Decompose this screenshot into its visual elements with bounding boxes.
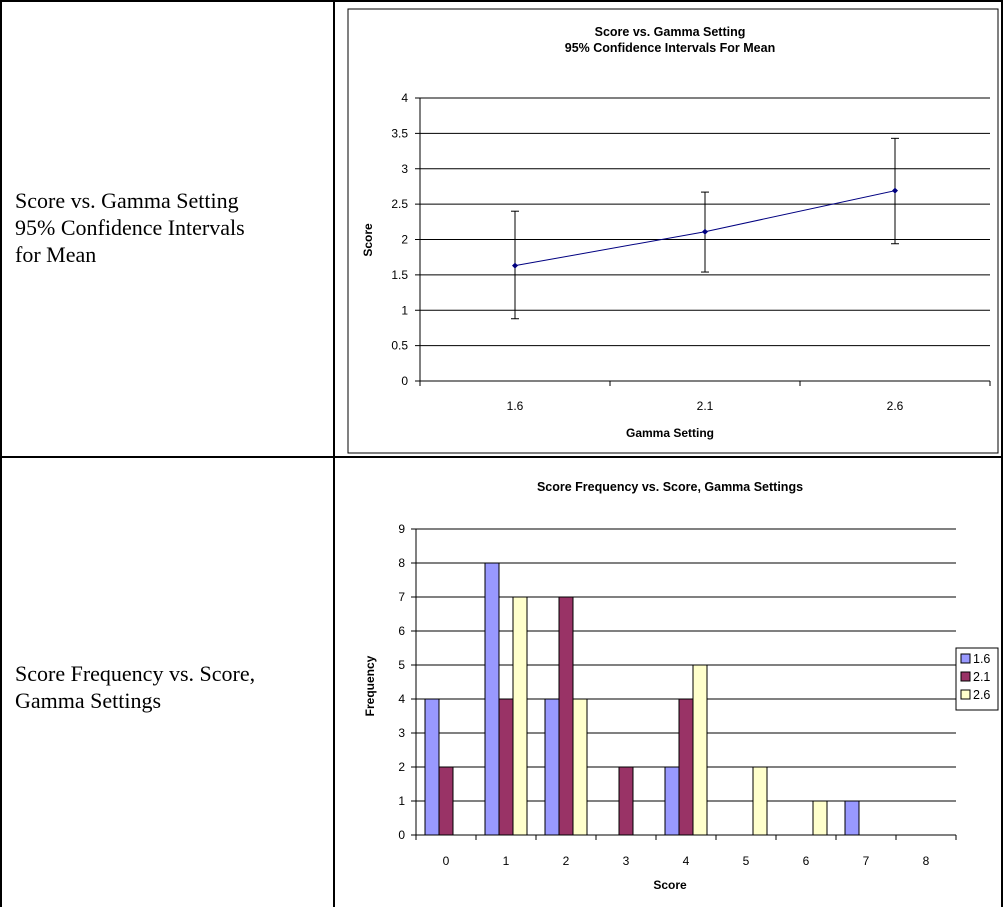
chart2-bar <box>664 766 680 836</box>
chart2-xtick-label: 2 <box>563 854 570 868</box>
chart2-legend: 1.6 2.1 2.6 <box>955 647 999 711</box>
chart1-ytick-label: 2.5 <box>391 197 408 211</box>
row-label-bar-chart: Score Frequency vs. Score, Gamma Setting… <box>15 660 315 714</box>
chart2-bar <box>618 766 634 836</box>
chart2-ytick-label: 2 <box>398 760 405 774</box>
chart2-bar <box>844 800 860 836</box>
chart2-bar <box>812 800 828 836</box>
chart1-xtick-label: 2.6 <box>887 399 904 413</box>
chart2-legend-swatch <box>960 653 971 664</box>
chart2-ytick-label: 1 <box>398 794 405 808</box>
chart2-ytick-label: 9 <box>398 522 405 536</box>
chart2-bar <box>572 698 588 836</box>
chart1-xtick-label: 2.1 <box>697 399 714 413</box>
chart2-legend-label: 2.6 <box>973 688 990 702</box>
chart2-legend-swatch <box>960 671 971 682</box>
row2-label-line2: Gamma Settings <box>15 688 162 713</box>
chart1-ytick-label: 3 <box>401 162 408 176</box>
chart2-xtick-label: 8 <box>923 854 930 868</box>
chart2-xtick-label: 0 <box>443 854 450 868</box>
chart2-legend-label: 2.1 <box>973 670 990 684</box>
row1-label-line2: 95% Confidence Intervals <box>15 215 245 240</box>
chart2-xtick-label: 6 <box>803 854 810 868</box>
chart2-ytick-label: 0 <box>398 828 405 842</box>
chart1-xtick-label: 1.6 <box>507 399 524 413</box>
chart2-bar <box>692 664 708 836</box>
chart2-ytick-label: 7 <box>398 590 405 604</box>
chart1-subtitle: 95% Confidence Intervals For Mean <box>565 41 775 55</box>
chart1-xlabel: Gamma Setting <box>626 426 714 440</box>
chart2-legend-label: 1.6 <box>973 652 990 666</box>
chart2-xtick-label: 5 <box>743 854 750 868</box>
chart2-bar <box>424 698 440 836</box>
chart1-point <box>512 262 518 269</box>
chart2-bar <box>438 766 454 836</box>
chart2-ytick-label: 8 <box>398 556 405 570</box>
row1-label-line3: for Mean <box>15 242 97 267</box>
chart2-ytick-label: 4 <box>398 692 405 706</box>
chart1-ytick-label: 1 <box>401 303 408 317</box>
chart1-ytick-label: 4 <box>401 91 408 105</box>
chart1-frame <box>347 8 999 454</box>
chart1-ytick-label: 0.5 <box>391 339 408 353</box>
row1-label-line1: Score vs. Gamma Setting <box>15 188 239 213</box>
row2-label-line1: Score Frequency vs. Score, <box>15 661 256 686</box>
chart1-title: Score vs. Gamma Setting <box>595 25 746 39</box>
chart1-ytick-label: 1.5 <box>391 268 408 282</box>
chart1-ytick-label: 0 <box>401 374 408 388</box>
chart2-bar <box>512 596 528 836</box>
chart2-bar <box>498 698 514 836</box>
chart1-ylabel: Score <box>361 223 375 257</box>
chart2-bar <box>558 596 574 836</box>
chart2-xtick-label: 4 <box>683 854 690 868</box>
chart2-xtick-label: 1 <box>503 854 510 868</box>
chart2-title: Score Frequency vs. Score, Gamma Setting… <box>537 480 803 494</box>
chart2-xlabel: Score <box>653 878 687 892</box>
chart2-bar <box>752 766 768 836</box>
chart1-point <box>892 187 898 194</box>
chart1-point <box>702 228 708 235</box>
chart2-bar <box>678 698 694 836</box>
chart2-xtick-label: 7 <box>863 854 870 868</box>
chart2-ylabel: Frequency <box>363 655 377 716</box>
chart2-ytick-label: 5 <box>398 658 405 672</box>
chart2-bar <box>484 562 500 836</box>
row-label-line-chart: Score vs. Gamma Setting 95% Confidence I… <box>15 187 315 268</box>
chart2-ytick-label: 3 <box>398 726 405 740</box>
chart2-xtick-label: 3 <box>623 854 630 868</box>
chart1-ytick-label: 2 <box>401 233 408 247</box>
chart1-ytick-label: 3.5 <box>391 126 408 140</box>
chart2-ytick-label: 6 <box>398 624 405 638</box>
chart2-legend-swatch <box>960 689 971 700</box>
chart2-bar <box>544 698 560 836</box>
